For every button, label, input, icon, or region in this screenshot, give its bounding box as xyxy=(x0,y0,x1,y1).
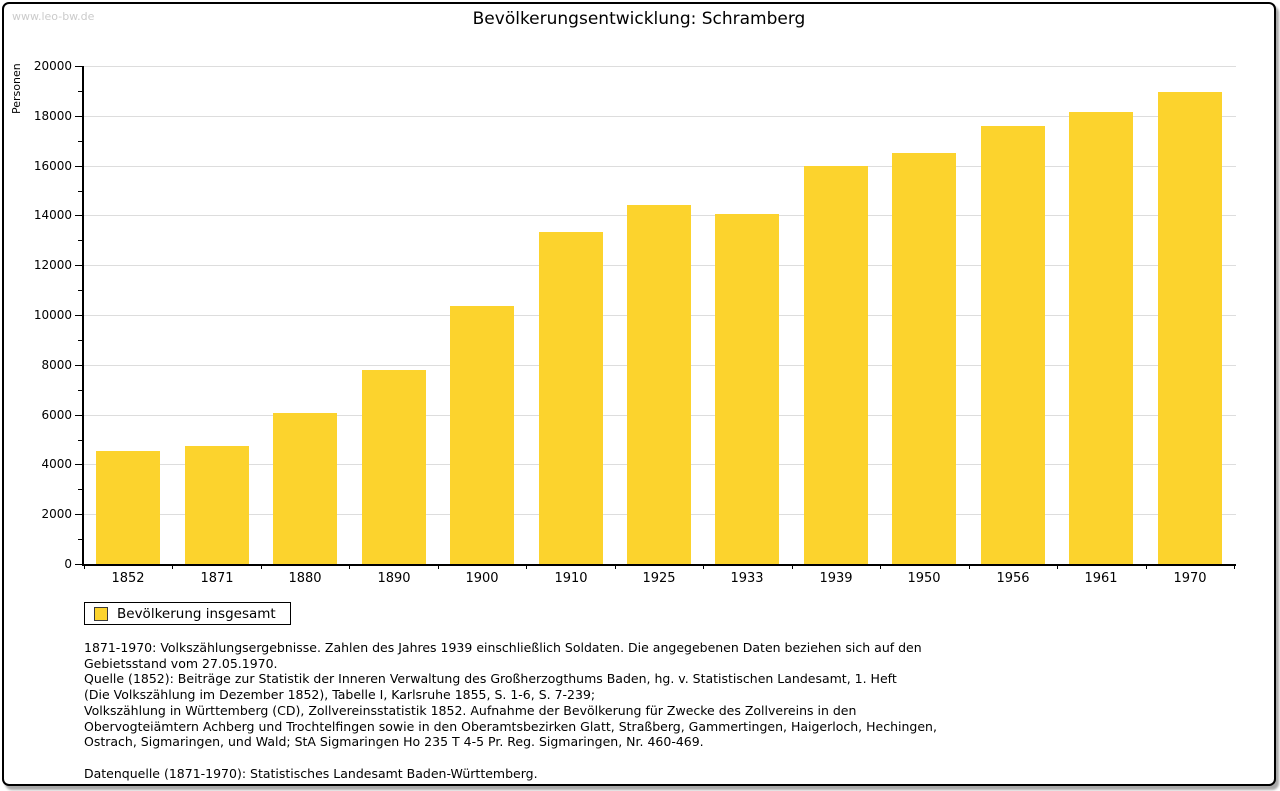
x-tick-7 xyxy=(703,564,704,569)
bar-1900 xyxy=(450,306,514,564)
x-axis-label-1933: 1933 xyxy=(730,571,764,586)
watermark: www.leo-bw.de xyxy=(12,10,95,23)
x-axis-label-1961: 1961 xyxy=(1084,571,1118,586)
y-major-tick-2000 xyxy=(75,514,82,515)
footnote-line-3: Quelle (1852): Beiträge zur Statistik de… xyxy=(84,671,897,687)
footnote-line-9: Datenquelle (1871-1970): Statistisches L… xyxy=(84,765,538,781)
y-axis-label-12000: 12000 xyxy=(33,258,72,272)
x-tick-11 xyxy=(1057,564,1058,569)
y-minor-tick-3000 xyxy=(78,489,82,490)
y-minor-tick-5000 xyxy=(78,440,82,441)
y-axis-label-18000: 18000 xyxy=(33,109,72,123)
x-axis-label-1970: 1970 xyxy=(1173,571,1207,586)
y-axis-label-20000: 20000 xyxy=(33,59,72,73)
x-axis-label-1950: 1950 xyxy=(907,571,941,586)
y-major-tick-10000 xyxy=(75,315,82,316)
x-tick-8 xyxy=(792,564,793,569)
legend: Bevölkerung insgesamt xyxy=(84,602,291,625)
y-minor-tick-15000 xyxy=(78,191,82,192)
y-major-tick-20000 xyxy=(75,66,82,67)
footnote-line-2: Gebietsstand vom 27.05.1970. xyxy=(84,655,278,671)
bar-1950 xyxy=(892,153,956,564)
plot-area xyxy=(82,66,1236,566)
footnote-line-5: Volkszählung in Württemberg (CD), Zollve… xyxy=(84,702,857,718)
bar-1933 xyxy=(715,214,779,564)
footnote-line-1: 1871-1970: Volkszählungsergebnisse. Zahl… xyxy=(84,640,922,655)
legend-swatch-icon xyxy=(94,606,108,621)
x-tick-10 xyxy=(969,564,970,569)
y-major-tick-0 xyxy=(75,564,82,565)
x-tick-13 xyxy=(1234,564,1235,569)
y-axis-label-2000: 2000 xyxy=(41,507,72,521)
bar-1970 xyxy=(1158,92,1222,564)
x-axis-label-1939: 1939 xyxy=(819,571,853,586)
x-axis-label-1871: 1871 xyxy=(200,571,234,586)
bar-1961 xyxy=(1069,112,1133,564)
y-axis-label-4000: 4000 xyxy=(41,457,72,471)
x-axis-label-1880: 1880 xyxy=(288,571,322,586)
x-tick-1 xyxy=(172,564,173,569)
gridline-y-18000 xyxy=(84,116,1236,117)
x-axis-label-1925: 1925 xyxy=(642,571,676,586)
bar-1939 xyxy=(804,166,868,564)
bar-1910 xyxy=(539,232,603,564)
y-major-tick-4000 xyxy=(75,464,82,465)
y-minor-tick-11000 xyxy=(78,290,82,291)
y-axis-label-10000: 10000 xyxy=(33,308,72,322)
x-tick-12 xyxy=(1146,564,1147,569)
x-axis-label-1852: 1852 xyxy=(111,571,145,586)
bar-1880 xyxy=(273,413,337,564)
y-major-tick-16000 xyxy=(75,166,82,167)
bar-1925 xyxy=(627,205,691,564)
x-tick-3 xyxy=(349,564,350,569)
bar-1852 xyxy=(96,451,160,564)
y-major-tick-6000 xyxy=(75,415,82,416)
y-minor-tick-7000 xyxy=(78,390,82,391)
y-axis-label-0: 0 xyxy=(64,557,72,571)
footnote-spacer xyxy=(84,750,937,766)
y-minor-tick-13000 xyxy=(78,240,82,241)
x-tick-6 xyxy=(615,564,616,569)
bar-1890 xyxy=(362,370,426,564)
legend-label: Bevölkerung insgesamt xyxy=(117,605,276,622)
y-minor-tick-9000 xyxy=(78,340,82,341)
x-tick-4 xyxy=(438,564,439,569)
footnotes: 1871-1970: Volkszählungsergebnisse. Zahl… xyxy=(84,640,937,781)
y-major-tick-14000 xyxy=(75,215,82,216)
x-axis-label-1900: 1900 xyxy=(465,571,499,586)
y-major-tick-8000 xyxy=(75,365,82,366)
x-tick-0 xyxy=(84,564,85,569)
x-axis-label-1910: 1910 xyxy=(554,571,588,586)
y-minor-tick-19000 xyxy=(78,91,82,92)
x-axis-label-1956: 1956 xyxy=(996,571,1030,586)
y-axis-label-6000: 6000 xyxy=(41,408,72,422)
y-axis-label-8000: 8000 xyxy=(41,358,72,372)
page-title: Bevölkerungsentwicklung: Schramberg xyxy=(472,9,806,29)
bar-1871 xyxy=(185,446,249,564)
y-axis-label-14000: 14000 xyxy=(33,208,72,222)
x-tick-5 xyxy=(526,564,527,569)
y-major-tick-12000 xyxy=(75,265,82,266)
gridline-y-16000 xyxy=(84,166,1236,167)
footnote-line-7: Ostrach, Sigmaringen, und Wald; StA Sigm… xyxy=(84,734,704,750)
x-tick-9 xyxy=(880,564,881,569)
footnote-line-4: (Die Volkszählung im Dezember 1852), Tab… xyxy=(84,687,596,703)
x-tick-2 xyxy=(261,564,262,569)
bar-1956 xyxy=(981,126,1045,564)
y-minor-tick-1000 xyxy=(78,539,82,540)
gridline-y-20000 xyxy=(84,66,1236,67)
footnote-line-6: Obervogteiämtern Achberg und Trochtelfin… xyxy=(84,718,937,734)
y-axis-label-16000: 16000 xyxy=(33,159,72,173)
y-minor-tick-17000 xyxy=(78,141,82,142)
x-axis-label-1890: 1890 xyxy=(377,571,411,586)
y-major-tick-18000 xyxy=(75,116,82,117)
